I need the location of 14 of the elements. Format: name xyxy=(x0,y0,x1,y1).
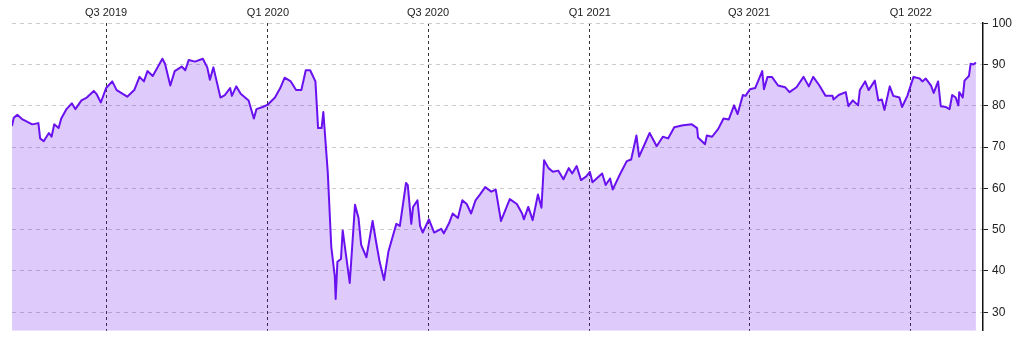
y-tick-label: 40 xyxy=(991,263,1006,278)
y-tick-label: 100 xyxy=(991,15,1013,30)
x-tick-label: Q3 2020 xyxy=(406,5,450,18)
x-tick-label: Q1 2020 xyxy=(246,5,290,18)
y-tick-label: 80 xyxy=(991,98,1006,113)
y-tick-label: 70 xyxy=(991,139,1006,154)
x-tick-label: Q1 2022 xyxy=(889,5,932,18)
y-tick-label: 60 xyxy=(991,180,1006,195)
x-tick-label: Q3 2019 xyxy=(85,5,128,18)
y-tick-label: 90 xyxy=(991,56,1006,71)
x-tick-label: Q1 2021 xyxy=(568,5,611,18)
x-tick-label: Q3 2021 xyxy=(727,5,771,18)
y-tick-label: 30 xyxy=(991,304,1006,319)
y-tick-label: 50 xyxy=(991,221,1006,236)
